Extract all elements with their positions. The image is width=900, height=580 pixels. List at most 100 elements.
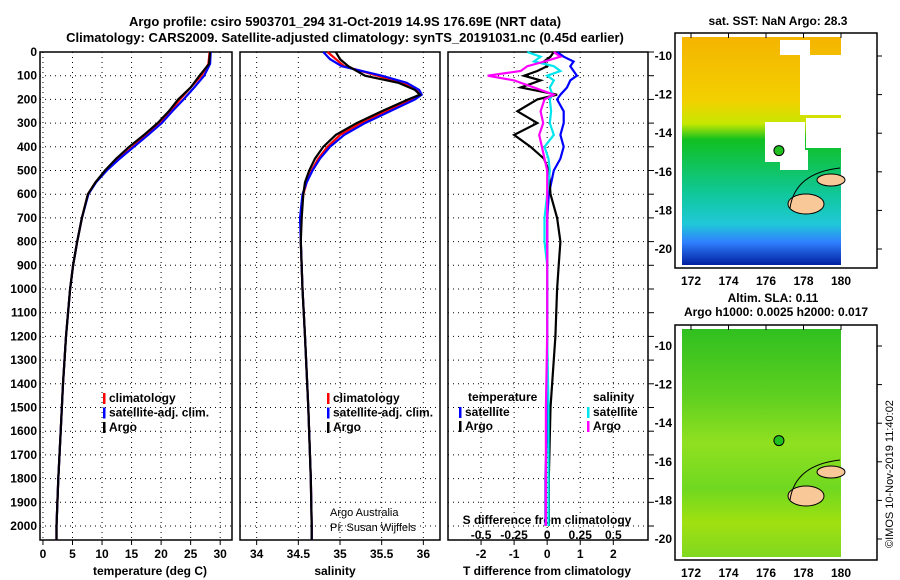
x-tick-label: -1 <box>509 547 520 561</box>
x-tick-label: 20 <box>154 547 168 561</box>
panel-frame <box>39 51 233 541</box>
depth-tick-label: 500 <box>17 164 37 178</box>
lon-tick-label: 180 <box>831 566 851 580</box>
fiji-island-icon <box>787 485 825 507</box>
s-tick-label: 0.25 <box>569 528 593 542</box>
legend-swatch <box>103 393 106 404</box>
depth-tick-label: 200 <box>17 92 37 106</box>
depth-tick-label: 1800 <box>10 472 37 486</box>
credit-timestamp: ©IMOS 10-Nov-2019 11:40:02 <box>884 400 896 548</box>
lat-tick-label: -18 <box>655 493 673 507</box>
depth-tick-label: 100 <box>17 69 37 83</box>
depth-tick-label: 1200 <box>10 329 37 343</box>
x-tick-label: 30 <box>214 547 228 561</box>
legend-swatch <box>103 422 106 433</box>
x-tick-label: 10 <box>95 547 109 561</box>
no-data-region <box>780 150 808 170</box>
lon-tick-label: 172 <box>681 274 701 288</box>
map_sst-panel: 172 174 176 178 180 -10 -12 -14 -16 -18 -20 <box>655 32 882 288</box>
legend-label: climatology <box>109 391 176 405</box>
no-data-region <box>806 118 841 148</box>
legend-label: Argo <box>109 420 137 434</box>
argo-location-marker <box>773 435 785 447</box>
depth-tick-label: 0 <box>30 45 37 59</box>
series-line-t-argo <box>511 51 562 526</box>
lat-tick-label: -14 <box>655 126 673 140</box>
lon-tick-label: 176 <box>756 566 776 580</box>
depth-tick-label: 1500 <box>10 401 37 415</box>
sla-map-title-2: Argo h1000: 0.0025 h2000: 0.017 <box>684 305 868 319</box>
s-tick-label: 0.5 <box>605 528 622 542</box>
x-tick-label: 35 <box>333 547 347 561</box>
panel-differences: -2 -1 0 1 2 -0.5 -0.25 0 0.25 0.5 temperature salin… <box>447 50 654 561</box>
lon-tick-label: 180 <box>831 274 851 288</box>
lat-tick-label: -14 <box>655 416 673 430</box>
title-line-1: Argo profile: csiro 5903701_294 31-Oct-2… <box>129 14 561 29</box>
fiji-island-icon <box>816 465 846 479</box>
series-line-satellite-adj-clim- <box>298 51 424 541</box>
legend-label: Argo <box>333 420 361 434</box>
depth-tick-label: 1300 <box>10 353 37 367</box>
legend-label: Argo <box>593 419 621 433</box>
lat-tick-label: -20 <box>655 532 673 546</box>
legend-title-temperature: temperature <box>468 390 538 404</box>
sst-map-title: sat. SST: NaN Argo: 28.3 <box>709 14 848 28</box>
fiji-island-icon <box>787 193 825 215</box>
map_sst-frame <box>674 32 878 269</box>
lon-tick-label: 174 <box>718 566 738 580</box>
series-line-climatology <box>55 51 211 541</box>
map_sla-field <box>682 329 841 557</box>
lat-tick-label: -10 <box>655 49 673 63</box>
series-line-satellite-adj-clim- <box>55 51 212 541</box>
no-data-region <box>780 40 810 55</box>
legend-label: Argo <box>465 419 493 433</box>
salinity-xlabel: salinity <box>314 564 356 578</box>
legend-swatch <box>459 421 462 432</box>
depth-tick-label: 900 <box>17 258 37 272</box>
depth-tick-label: 400 <box>17 140 37 154</box>
legend-swatch <box>327 393 330 404</box>
panel-frame <box>447 51 649 541</box>
reef-contour <box>789 459 841 501</box>
legend-label: satellite-adj. clim. <box>109 406 209 420</box>
series-line-argo <box>299 51 422 541</box>
depth-tick-label: 1900 <box>10 495 37 509</box>
fiji-island-icon <box>816 173 846 187</box>
lat-tick-label: -20 <box>655 242 673 256</box>
legend-label: climatology <box>333 391 400 405</box>
panel-temperature: 0100200300400500600700800900100011001200… <box>10 45 233 561</box>
tdiff-xlabel: T difference from climatology <box>463 564 631 578</box>
x-tick-label: 36 <box>417 547 431 561</box>
series-line-s-argo <box>487 51 563 526</box>
x-tick-label: 0 <box>544 547 551 561</box>
depth-tick-label: 1000 <box>10 282 37 296</box>
depth-tick-label: 800 <box>17 235 37 249</box>
lat-tick-label: -16 <box>655 455 673 469</box>
depth-tick-label: 1100 <box>11 306 37 320</box>
series-line-argo <box>55 51 212 541</box>
legend-swatch <box>459 407 462 418</box>
annotation-argo-australia: Argo Australia <box>330 507 399 519</box>
depth-tick-label: 300 <box>17 116 37 130</box>
x-tick-label: 35.5 <box>370 547 394 561</box>
temperature-xlabel: temperature (deg C) <box>93 564 207 578</box>
x-tick-label: 25 <box>184 547 198 561</box>
title-line-2: Climatology: CARS2009. Satellite-adjuste… <box>66 30 624 45</box>
map_sla-panel: 172 174 176 178 180 -10 -12 -14 -16 -18 -20 <box>655 324 882 580</box>
sla-map-title-1: Altim. SLA: 0.11 <box>728 291 819 305</box>
lon-tick-label: 178 <box>793 566 813 580</box>
lat-tick-label: -12 <box>655 378 673 392</box>
s-tick-label: -0.5 <box>471 528 492 542</box>
x-tick-label: -2 <box>476 547 487 561</box>
lon-tick-label: 178 <box>793 274 813 288</box>
x-tick-label: 34 <box>250 547 264 561</box>
sdiff-xlabel: S difference from climatology <box>463 513 632 527</box>
lon-tick-label: 172 <box>681 566 701 580</box>
legend-title-salinity: salinity <box>593 390 635 404</box>
depth-tick-label: 2000 <box>10 519 37 533</box>
map_sla-frame <box>674 324 878 561</box>
no-data-region <box>800 55 841 115</box>
legend-label: satellite <box>465 405 510 419</box>
